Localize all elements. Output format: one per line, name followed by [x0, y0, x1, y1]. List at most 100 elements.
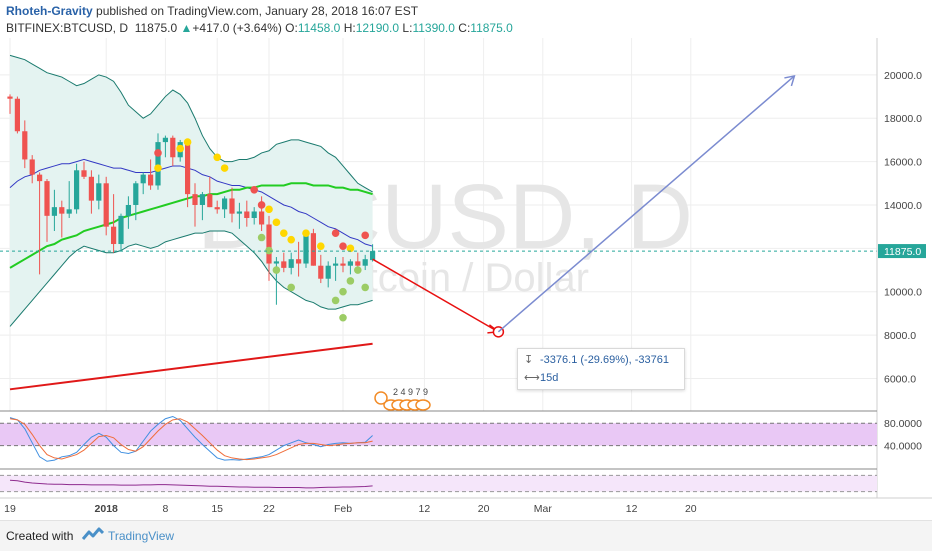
candle-body [155, 142, 161, 186]
sar-dot [361, 231, 370, 240]
time-tick-label: 22 [263, 503, 275, 515]
last-price-tag-label: 11875.0 [884, 246, 921, 258]
bollinger-upper [9, 54, 373, 193]
sar-dot [331, 229, 340, 237]
time-tick-label: Feb [334, 503, 352, 515]
candle-body [125, 204, 131, 216]
candle-body [259, 211, 265, 225]
candle-body [140, 174, 146, 184]
ma-mid-line [9, 182, 373, 269]
candle-body [281, 261, 287, 268]
candle-body [51, 207, 57, 216]
sar-dot [317, 242, 325, 250]
tradingview-logo-icon[interactable] [82, 527, 104, 543]
time-tick-label: 8 [162, 503, 168, 515]
time-tick-label: 20 [685, 503, 697, 515]
candle-body [29, 159, 35, 175]
time-tick-label: 12 [419, 503, 431, 515]
sar-dot [265, 246, 273, 255]
candle-body [185, 142, 191, 195]
candle-body [340, 263, 346, 266]
decline-arrow-line [372, 258, 499, 333]
publish-line: Rhoteh-Gravity published on TradingView.… [6, 4, 418, 18]
measure-time-row: ⟷15d [524, 371, 558, 384]
sar-dot [257, 233, 266, 242]
open-label: O: [285, 21, 298, 35]
stochastic-pane: 80.0000 40.0000 [0, 415, 922, 470]
price-change: +417.0 (+3.64%) [192, 21, 282, 35]
lower-osc-line [9, 479, 373, 489]
stoch-k-line [9, 415, 373, 462]
sar-dot [272, 266, 281, 274]
open-value: 11458.0 [297, 21, 341, 35]
candle-body [333, 263, 339, 266]
tradingview-link[interactable]: TradingView [108, 529, 175, 543]
candle-body [66, 209, 72, 214]
event-marker-icon [374, 391, 388, 405]
high-value: 12190.0 [355, 21, 400, 35]
sar-dot [346, 244, 355, 253]
price-tick-label: 10000.0 [884, 287, 922, 299]
candle-body [310, 233, 316, 266]
candle-body [14, 98, 20, 132]
sar-dot [354, 266, 362, 274]
candle-body [199, 194, 205, 205]
candle-body [214, 207, 220, 210]
bollinger-fill [10, 55, 373, 327]
stoch-band [0, 423, 877, 446]
publish-info: published on TradingView.com, January 28… [96, 4, 419, 18]
up-arrow-icon: ▲ [180, 21, 193, 35]
candle-body [229, 198, 235, 214]
candle-body [192, 194, 198, 205]
symbol-name[interactable]: BITFINEX:BTCUSD, D [6, 21, 129, 35]
stoch-tick-label: 80.0000 [884, 418, 922, 430]
lower-oscillator-pane [0, 474, 877, 493]
sar-dots [0, 138, 877, 322]
sar-dot [213, 153, 221, 162]
candle-body [133, 183, 139, 205]
candle-body [88, 176, 94, 201]
close-value: 11875.0 [470, 21, 513, 35]
price-tick-label: 14000.0 [884, 200, 922, 212]
stoch-d-line [9, 418, 373, 461]
price-tick-label: 20000.0 [884, 70, 922, 82]
sar-dot [339, 242, 347, 250]
ma-slow-line [9, 342, 373, 391]
candle-body [170, 137, 176, 158]
measure-time: 15d [540, 372, 559, 384]
candle-body [44, 181, 50, 216]
time-tick-label: 19 [4, 503, 16, 515]
candle-body [7, 96, 13, 99]
candlesticks [7, 94, 376, 305]
candle-body [148, 174, 154, 186]
sar-dot [339, 287, 347, 296]
candle-body [96, 183, 102, 201]
sar-dot [154, 164, 162, 172]
candle-body [37, 174, 43, 182]
time-tick-label: Mar [534, 503, 553, 515]
projection-line [497, 75, 795, 333]
high-label: H: [343, 21, 356, 35]
candle-body [273, 261, 279, 264]
candle-body [325, 265, 331, 279]
bollinger-bands [9, 54, 373, 327]
author-name[interactable]: Rhoteh-Gravity [6, 4, 93, 18]
lower-band [0, 475, 877, 492]
candle-body [111, 226, 117, 245]
time-tick-label: 2018 [95, 503, 119, 515]
drawings[interactable] [372, 74, 796, 338]
price-tick-label: 16000.0 [884, 157, 922, 169]
sar-dot [176, 144, 184, 153]
sar-dot [361, 283, 370, 292]
event-counts: 2 4 9 7 9 [393, 387, 428, 397]
candle-body [236, 211, 242, 214]
candle-body [222, 198, 228, 210]
sar-dot [331, 296, 340, 305]
sar-dot [302, 229, 310, 237]
event-ring [415, 399, 431, 411]
price-chart[interactable]: BTCUSD, D Bitcoin / Dollar 20000.018000.… [0, 38, 932, 520]
measure-tooltip: ↧ -3376.1 (-29.69%), -33761 ⟷15d [517, 348, 685, 390]
footer-bar: Created with TradingView [0, 520, 932, 551]
sar-dot [272, 218, 281, 227]
event-markers[interactable]: 2 4 9 7 9 [374, 387, 431, 411]
